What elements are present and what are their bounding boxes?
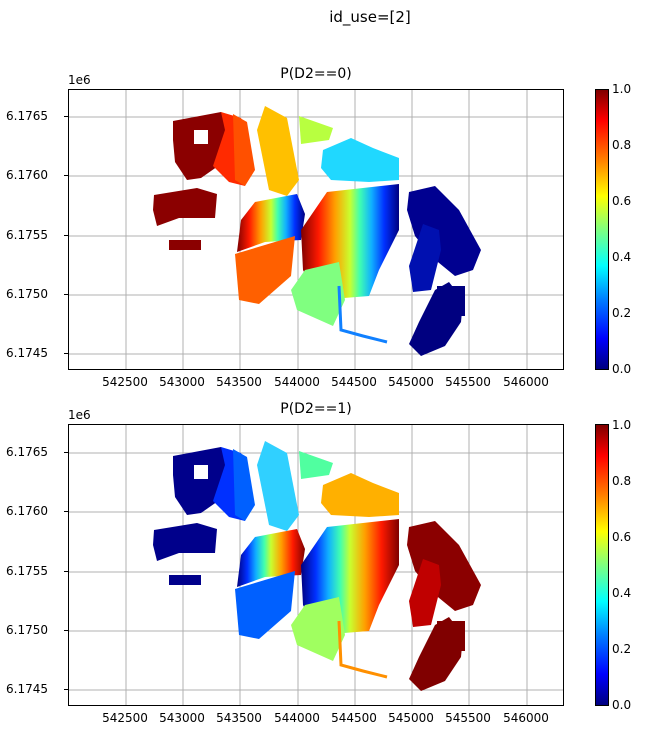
xtick-label: 545000 [388, 711, 434, 725]
axes-title-top: P(D2==0) [280, 66, 352, 82]
ytick-label: 6.1745 [6, 346, 48, 360]
plot-area-bottom [68, 424, 564, 706]
xtick-label: 542500 [102, 375, 148, 389]
colorbar-bottom [595, 424, 609, 706]
ytick-label: 6.1755 [6, 564, 48, 578]
colorbar-tick-label: 0.6 [612, 194, 632, 208]
scatter-map-top [69, 90, 563, 369]
ytick-mark [64, 689, 68, 690]
ytick-mark [64, 175, 68, 176]
ytick-label: 6.1765 [6, 109, 48, 123]
xtick-label: 545000 [388, 375, 434, 389]
xtick-label: 543000 [159, 375, 205, 389]
scatter-map-bottom [69, 425, 563, 705]
xtick-label: 543000 [159, 711, 205, 725]
colorbar-tick-label: 0.8 [612, 138, 632, 152]
colorbar-tick-label: 0.8 [612, 474, 632, 488]
colorbar-top [595, 89, 609, 370]
colorbar-tick-label: 0.0 [612, 362, 632, 376]
colorbar-tick-label: 0.2 [612, 306, 632, 320]
ytick-mark [64, 294, 68, 295]
ytick-mark [64, 630, 68, 631]
colorbar-tick-label: 0.0 [612, 698, 632, 712]
ytick-mark [64, 353, 68, 354]
ytick-label: 6.1750 [6, 623, 48, 637]
colorbar-tick-label: 1.0 [612, 418, 632, 432]
ytick-label: 6.1760 [6, 168, 48, 182]
xtick-label: 545500 [445, 711, 491, 725]
ytick-label: 6.1765 [6, 445, 48, 459]
figure-suptitle: id_use=[2] [329, 8, 411, 26]
ytick-mark [64, 235, 68, 236]
xtick-label: 544500 [331, 711, 377, 725]
ytick-mark [64, 511, 68, 512]
colorbar-tick-label: 0.4 [612, 250, 632, 264]
xtick-label: 544000 [274, 375, 320, 389]
ytick-mark [64, 452, 68, 453]
plot-area-top [68, 89, 564, 370]
colorbar-tick-label: 0.2 [612, 642, 632, 656]
ytick-label: 6.1760 [6, 504, 48, 518]
ytick-mark [64, 571, 68, 572]
y-offset-label-top: 1e6 [68, 73, 91, 87]
xtick-label: 543500 [216, 711, 262, 725]
colorbar-tick-label: 0.4 [612, 586, 632, 600]
xtick-label: 546000 [503, 711, 549, 725]
axes-title-bottom: P(D2==1) [280, 401, 352, 417]
xtick-label: 545500 [445, 375, 491, 389]
xtick-label: 542500 [102, 711, 148, 725]
colorbar-tick-label: 0.6 [612, 530, 632, 544]
xtick-label: 544500 [331, 375, 377, 389]
ytick-label: 6.1745 [6, 682, 48, 696]
colorbar-tick-label: 1.0 [612, 82, 632, 96]
ytick-mark [64, 116, 68, 117]
ytick-label: 6.1750 [6, 287, 48, 301]
y-offset-label-bottom: 1e6 [68, 408, 91, 422]
xtick-label: 544000 [274, 711, 320, 725]
xtick-label: 546000 [503, 375, 549, 389]
xtick-label: 543500 [216, 375, 262, 389]
ytick-label: 6.1755 [6, 228, 48, 242]
